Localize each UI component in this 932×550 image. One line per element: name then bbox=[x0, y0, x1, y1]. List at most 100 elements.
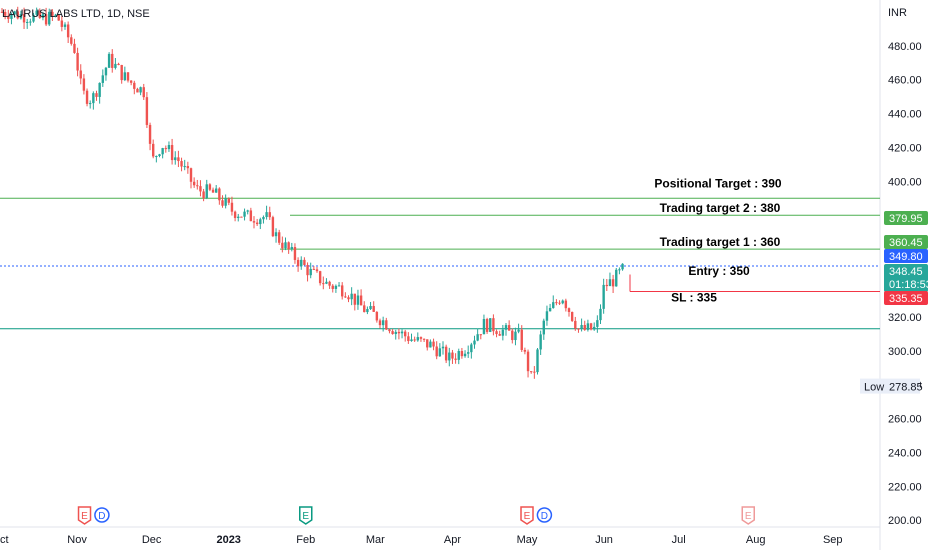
candle-body bbox=[457, 351, 460, 360]
candle-body bbox=[161, 148, 164, 155]
candle-body bbox=[451, 352, 454, 359]
candle-body bbox=[485, 319, 489, 332]
candle-body bbox=[583, 325, 586, 330]
candle-body bbox=[57, 14, 60, 21]
time-tick-label: 2023 bbox=[216, 534, 240, 546]
candle-body bbox=[369, 306, 372, 310]
price-tag bbox=[884, 235, 928, 249]
time-tick-label: Dec bbox=[142, 534, 162, 546]
candle-body bbox=[482, 319, 486, 335]
price-tag-value: 349.80 bbox=[889, 251, 923, 263]
candle-body bbox=[476, 334, 479, 341]
price-tick-label: 240.00 bbox=[888, 447, 922, 459]
earnings-event-icon[interactable] bbox=[299, 506, 313, 525]
candle-body bbox=[142, 87, 145, 98]
earnings-event-icon[interactable] bbox=[77, 506, 92, 525]
candle-body bbox=[347, 297, 350, 300]
candle-body bbox=[293, 247, 297, 260]
candle-body bbox=[265, 212, 268, 218]
candle-body bbox=[107, 53, 111, 68]
candle-body bbox=[558, 302, 561, 304]
candle-body bbox=[511, 330, 514, 341]
candle-body bbox=[467, 352, 470, 354]
candle-body bbox=[602, 284, 605, 309]
candle-body bbox=[618, 269, 621, 271]
price-tag bbox=[884, 211, 928, 225]
candle-body bbox=[192, 181, 196, 186]
candle-body bbox=[48, 11, 51, 25]
candle-body bbox=[479, 334, 482, 336]
candle-body bbox=[63, 24, 67, 27]
candle-body bbox=[580, 325, 583, 329]
candle-body bbox=[26, 21, 29, 23]
candle-body bbox=[290, 247, 293, 250]
candle-body bbox=[463, 353, 467, 357]
price-tick-label: 400.00 bbox=[888, 176, 922, 188]
time-tick-label: Nov bbox=[67, 534, 87, 546]
candle-body bbox=[44, 14, 48, 25]
candle-body bbox=[341, 285, 344, 297]
candle-body bbox=[79, 70, 82, 79]
earnings-event-icon[interactable] bbox=[520, 506, 534, 525]
price-tag-value: 379.95 bbox=[889, 213, 923, 225]
time-tick-label: Apr bbox=[444, 534, 461, 546]
candle-body bbox=[363, 305, 366, 313]
candle-body bbox=[545, 311, 549, 321]
price-tick-label: 420.00 bbox=[888, 142, 922, 154]
candle-body bbox=[111, 53, 114, 68]
candle-body bbox=[145, 97, 149, 125]
chart-title: LAURUS LABS LTD, 1D, NSE bbox=[2, 8, 150, 20]
candle-body bbox=[523, 349, 527, 352]
event-letter: E bbox=[81, 511, 88, 522]
candle-body bbox=[567, 308, 571, 312]
price-axis[interactable]: 480.00460.00440.00420.00400.00380.00360.… bbox=[860, 41, 923, 527]
candle-body bbox=[85, 90, 89, 104]
candle-body bbox=[315, 269, 319, 272]
price-tick-label: 300.00 bbox=[888, 346, 922, 358]
dividend-event-icon[interactable] bbox=[94, 507, 110, 523]
candle-body bbox=[10, 14, 13, 19]
candle-body bbox=[312, 268, 316, 270]
candle-body bbox=[441, 346, 445, 349]
candle-body bbox=[303, 259, 306, 265]
candle-body bbox=[35, 10, 38, 15]
candle-body bbox=[413, 339, 416, 341]
event-letter: E bbox=[524, 511, 531, 522]
price-tag-value: 335.35 bbox=[889, 293, 923, 305]
candle-body bbox=[564, 300, 568, 309]
candle-body bbox=[32, 14, 35, 22]
candle-body bbox=[82, 78, 86, 91]
dividend-event-icon[interactable] bbox=[536, 507, 553, 523]
candle-body bbox=[126, 72, 130, 81]
candle-body bbox=[164, 148, 167, 150]
candle-body bbox=[60, 20, 64, 27]
level-label: Trading target 1 : 360 bbox=[660, 235, 781, 249]
candle-body bbox=[391, 331, 394, 335]
time-axis[interactable]: Oct Nov Dec 2023 Feb Mar Apr May Jun Jul Aug Sep bbox=[0, 534, 843, 546]
candle-body bbox=[233, 211, 237, 218]
low-marker-label: Low bbox=[864, 382, 884, 394]
candle-body bbox=[489, 318, 492, 332]
candle-body bbox=[133, 82, 136, 89]
candle-body bbox=[13, 11, 16, 15]
candle-body bbox=[561, 300, 564, 304]
candle-body bbox=[498, 334, 501, 336]
candle-body bbox=[507, 325, 511, 331]
event-letter: E bbox=[745, 511, 752, 522]
price-tick-label: 440.00 bbox=[888, 109, 922, 121]
candle-body bbox=[615, 269, 618, 287]
candle-body bbox=[0, 11, 4, 13]
earnings-event-icon[interactable] bbox=[741, 506, 755, 525]
candle-body bbox=[287, 242, 290, 250]
candle-body bbox=[548, 307, 552, 312]
horizontal-lines bbox=[0, 197, 880, 330]
candle-body bbox=[410, 339, 413, 342]
currency-label: INR bbox=[888, 7, 907, 19]
candle-body bbox=[536, 349, 539, 373]
candle-body bbox=[306, 264, 309, 276]
candle-body bbox=[237, 216, 240, 218]
candle-body bbox=[284, 242, 287, 249]
candle-body bbox=[167, 145, 171, 150]
